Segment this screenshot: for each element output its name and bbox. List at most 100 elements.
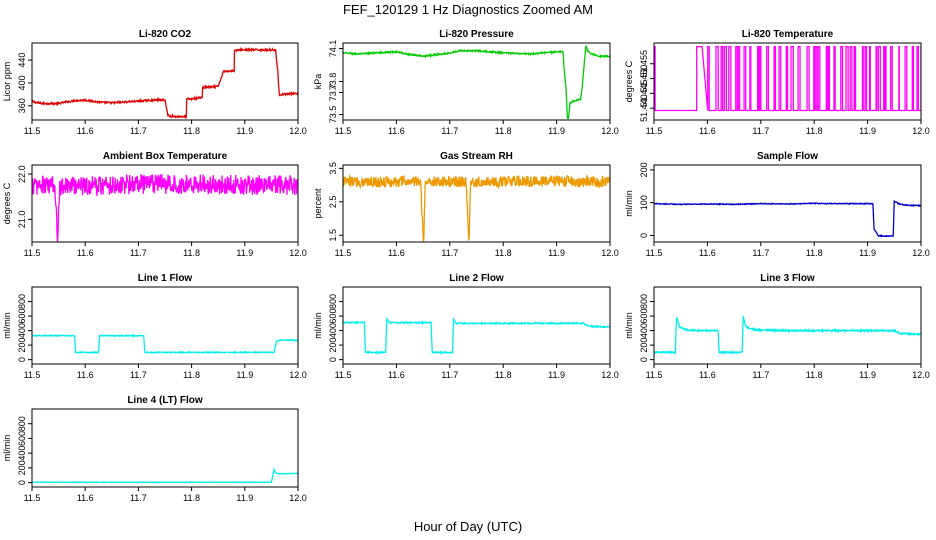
panel-9: Line 4 (LT) Flow ml/min 11.5 11.6 11.7 11.8 11… xyxy=(2,395,307,503)
panel-9-ytick-label: 400 xyxy=(17,446,27,461)
panel-6: Line 1 Flow ml/min 11.5 11.6 11.7 11.8 11.9 12.… xyxy=(2,273,307,380)
panel-2: Li-820 Temperature degrees C 11.5 11.6 11.7 1… xyxy=(624,29,930,136)
panel-6-ylabel: ml/min xyxy=(2,312,12,339)
panel-7-xtick-label: 11.7 xyxy=(441,370,458,380)
panel-8-ylabel: ml/min xyxy=(624,312,634,339)
panel-3-xtick-label: 11.6 xyxy=(77,248,94,258)
panel-7-ytick-label: 600 xyxy=(328,309,338,324)
panel-5-frame xyxy=(653,164,922,243)
panel-7-xtick-label: 11.5 xyxy=(335,370,352,380)
panel-3-xtick-label: 12.0 xyxy=(289,248,307,258)
panel-7-ylabel: ml/min xyxy=(313,312,323,339)
panel-4-xtick-label: 12.0 xyxy=(601,248,619,258)
panel-2-xtick-label: 11.8 xyxy=(806,126,823,136)
panel-1-ytick-label: 73.5 xyxy=(328,106,338,124)
panel-6-xtick-label: 11.5 xyxy=(24,370,41,380)
panel-8-xtick-label: 11.5 xyxy=(646,370,663,380)
panel-1-xtick-label: 11.6 xyxy=(388,126,405,136)
panel-4-ylabel: percent xyxy=(313,188,323,219)
panel-7-ytick-label: 800 xyxy=(328,294,338,309)
panel-1-xtick-label: 11.9 xyxy=(548,126,565,136)
panel-9-xtick-label: 12.0 xyxy=(289,493,307,503)
panel-5-title: Sample Flow xyxy=(757,151,818,162)
panel-4-title: Gas Stream RH xyxy=(440,151,513,162)
panel-8-xtick-label: 11.7 xyxy=(752,370,769,380)
panel-9-xtick-label: 11.5 xyxy=(24,493,41,503)
panel-5-ylabel: ml/min xyxy=(624,190,634,217)
panel-0: Li-820 CO2 Licor ppm 11.5 11.6 11.7 11.8 11.9 1… xyxy=(2,29,307,136)
panel-4-series xyxy=(343,173,610,242)
panel-8-ytick-label: 400 xyxy=(639,323,649,338)
panel-2-ytick-label: 51.440 xyxy=(639,94,649,122)
panel-4: Gas Stream RH percent 11.5 11.6 11.7 11.8 11.9… xyxy=(313,151,619,258)
panel-2-title: Li-820 Temperature xyxy=(742,29,834,40)
panel-3-frame xyxy=(31,164,299,243)
panel-3-xtick-label: 11.9 xyxy=(236,248,253,258)
panel-0-ytick-label: 440 xyxy=(17,53,27,68)
panel-7-ytick-label: 0 xyxy=(328,357,338,362)
panel-8-ytick-label: 0 xyxy=(639,357,649,362)
panel-6-title: Line 1 Flow xyxy=(138,273,193,284)
panel-9-frame xyxy=(31,408,299,488)
figure-title: FEF_120129 1 Hz Diagnostics Zoomed AM xyxy=(343,2,593,17)
panel-0-title: Li-820 CO2 xyxy=(139,29,192,40)
panel-8-xtick-label: 11.9 xyxy=(859,370,876,380)
panel-9-xtick-label: 11.8 xyxy=(183,493,200,503)
panel-3-xtick-label: 11.5 xyxy=(24,248,41,258)
panel-0-xtick-label: 11.9 xyxy=(236,126,253,136)
panel-3-xtick-label: 11.8 xyxy=(183,248,200,258)
panel-9-ytick-label: 600 xyxy=(17,431,27,446)
panel-5-xtick-label: 11.7 xyxy=(752,248,769,258)
panel-6-xtick-label: 11.7 xyxy=(130,370,147,380)
panel-2-frame xyxy=(653,42,922,121)
panel-7-ytick-label: 400 xyxy=(328,323,338,338)
panel-8-xtick-label: 11.8 xyxy=(806,370,823,380)
panel-6-ytick-label: 800 xyxy=(17,294,27,309)
panel-9-ytick-label: 0 xyxy=(17,480,27,485)
panel-5-ytick-label: 100 xyxy=(639,195,649,210)
panel-5-series xyxy=(654,199,921,238)
panel-6-frame xyxy=(31,286,299,365)
panel-1-title: Li-820 Pressure xyxy=(439,29,514,40)
panel-7-xtick-label: 11.9 xyxy=(548,370,565,380)
panel-0-xtick-label: 11.6 xyxy=(77,126,94,136)
panel-5-xtick-label: 11.5 xyxy=(646,248,663,258)
panel-1-ytick-label: 74.1 xyxy=(328,40,338,58)
panel-6-xtick-label: 11.8 xyxy=(183,370,200,380)
panel-2-series xyxy=(654,45,921,112)
panel-8-xtick-label: 12.0 xyxy=(912,370,930,380)
panel-5-xtick-label: 11.9 xyxy=(859,248,876,258)
panel-5-ytick-label: 200 xyxy=(639,162,649,177)
panel-8-ytick-label: 600 xyxy=(639,309,649,324)
panel-1-xtick-label: 11.7 xyxy=(441,126,458,136)
panel-1-xtick-label: 11.5 xyxy=(335,126,352,136)
panel-9-series xyxy=(32,467,298,484)
panel-6-xtick-label: 12.0 xyxy=(289,370,307,380)
panel-6-ytick-label: 400 xyxy=(17,323,27,338)
panel-4-xtick-label: 11.6 xyxy=(388,248,405,258)
panel-9-xtick-label: 11.7 xyxy=(130,493,147,503)
panel-3-series xyxy=(32,174,298,242)
panel-4-xtick-label: 11.8 xyxy=(495,248,512,258)
panel-0-ytick-label: 360 xyxy=(17,98,27,113)
panel-0-xtick-label: 11.5 xyxy=(24,126,41,136)
panel-5-xtick-label: 12.0 xyxy=(912,248,930,258)
panel-2-xtick-label: 11.9 xyxy=(859,126,876,136)
panel-3-title: Ambient Box Temperature xyxy=(103,151,228,162)
panel-2-xtick-label: 11.6 xyxy=(699,126,716,136)
panel-6-ytick-label: 0 xyxy=(17,357,27,362)
panel-2-ylabel: degrees C xyxy=(624,60,634,102)
panel-2-ytick-label: 51.450 xyxy=(639,65,649,93)
panel-5-xtick-label: 11.6 xyxy=(699,248,716,258)
panel-2-xtick-label: 12.0 xyxy=(912,126,930,136)
panel-4-ytick-label: 1.5 xyxy=(328,229,338,242)
panel-7-series xyxy=(343,316,610,355)
panel-6-ytick-label: 600 xyxy=(17,309,27,324)
panel-5: Sample Flow ml/min 11.5 11.6 11.7 11.8 11.9 12.… xyxy=(624,151,930,258)
panel-8-ytick-label: 800 xyxy=(639,294,649,309)
panel-9-ytick-label: 200 xyxy=(17,460,27,475)
panel-2-ytick-label: 51.455 xyxy=(639,50,649,78)
panel-0-xtick-label: 11.8 xyxy=(183,126,200,136)
panel-8-xtick-label: 11.6 xyxy=(699,370,716,380)
panel-1-ylabel: kPa xyxy=(313,74,323,90)
